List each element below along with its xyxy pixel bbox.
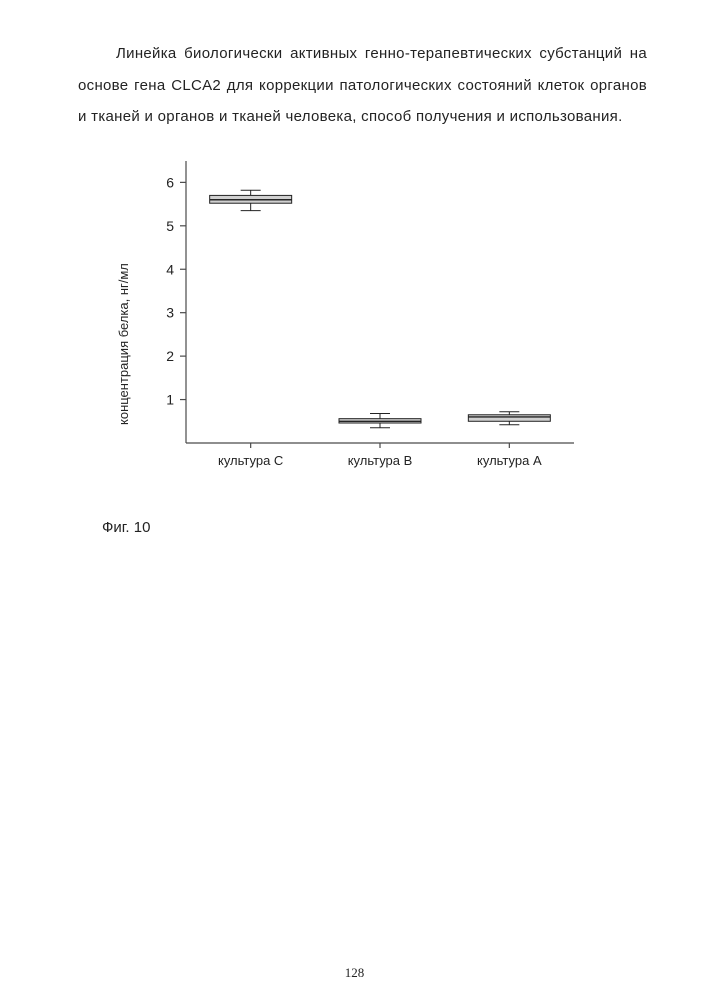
svg-text:4: 4: [166, 261, 174, 277]
page: Линейка биологически активных генно-тера…: [0, 0, 709, 999]
svg-text:культура В: культура В: [348, 453, 413, 468]
page-number: 128: [0, 965, 709, 981]
chart-container: концентрация белка, нг/мл 123456культура…: [102, 159, 582, 489]
svg-text:3: 3: [166, 304, 174, 320]
svg-text:5: 5: [166, 217, 174, 233]
figure-caption: Фиг. 10: [102, 519, 647, 536]
boxplot-chart: 1 2 3 4 5 6 культура С культура В культура А: [102, 159, 582, 489]
svg-text:культура А: культура А: [477, 453, 542, 468]
svg-text:1: 1: [166, 391, 174, 407]
svg-text:культура С: культура С: [218, 453, 283, 468]
svg-text:6: 6: [166, 174, 174, 190]
svg-text:2: 2: [166, 348, 174, 364]
title-paragraph: Линейка биологически активных генно-тера…: [78, 38, 647, 133]
